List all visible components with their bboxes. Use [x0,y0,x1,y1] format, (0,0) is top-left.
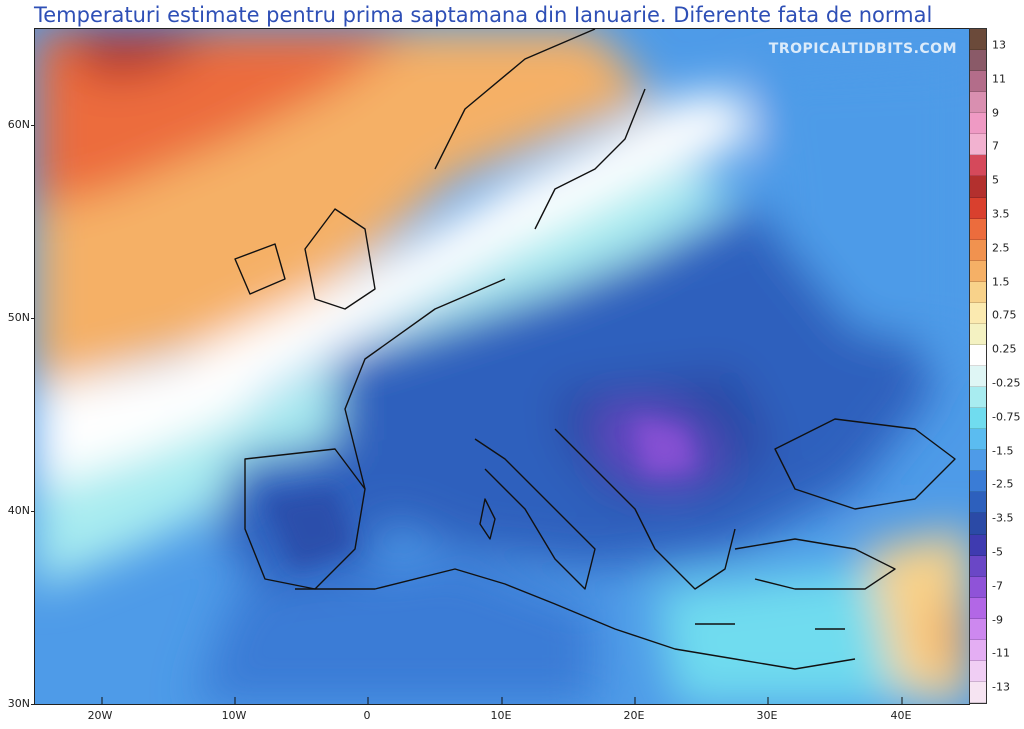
colorbar-cell [970,71,986,93]
colorbar-label: 13 [992,38,1006,52]
colorbar-label: 11 [992,72,1006,86]
colorbar [969,28,987,704]
chart-title: Temperaturi estimate pentru prima saptam… [34,3,933,27]
colorbar-label: -5 [992,545,1003,559]
colorbar-cell [970,134,986,156]
colorbar-label: 1.5 [992,275,1010,288]
watermark: TROPICALTIDBITS.COM [768,41,957,57]
colorbar-label: -0.25 [992,376,1021,390]
colorbar-label: -1.5 [992,444,1014,457]
lat-tick-50n: 50N [0,311,35,324]
colorbar-cell [970,197,986,219]
colorbar-cell [970,239,986,261]
anomaly-map [35,29,969,704]
colorbar-label: 0.75 [992,308,1017,322]
colorbar-cell [970,302,986,324]
colorbar-cell [970,660,986,682]
colorbar-cell [970,471,986,493]
colorbar-label: -3.5 [992,511,1014,525]
lat-tick-30n: 30N [0,697,35,710]
colorbar-label: 9 [992,106,999,119]
colorbar-cell [970,492,986,514]
colorbar-label: 5 [992,173,999,187]
colorbar-cell [970,92,986,114]
lon-tick-10e: 10E [490,709,512,722]
lat-tick-40n: 40N [0,504,35,517]
lon-tick-20w: 20W [87,709,113,722]
coastlines [234,29,956,670]
colorbar-cell [970,155,986,177]
colorbar-cell [970,639,986,661]
colorbar-cell [970,176,986,198]
colorbar-cell [970,534,986,556]
colorbar-cell [970,387,986,409]
map-panel: TROPICALTIDBITS.COM [34,28,970,705]
colorbar-cell [970,450,986,472]
lon-tick-20e: 20E [623,709,645,722]
colorbar-label: 2.5 [992,241,1010,255]
lon-tick-10w: 10W [221,709,247,722]
colorbar-cell [970,29,986,51]
colorbar-cell [970,323,986,345]
colorbar-label: 7 [992,139,999,153]
colorbar-label: -0.75 [992,410,1021,424]
colorbar-cell [970,618,986,640]
colorbar-cell [970,281,986,303]
colorbar-cell [970,597,986,619]
lat-tick-60n: 60N [0,118,35,131]
colorbar-label: -11 [992,646,1010,660]
colorbar-cell [970,555,986,577]
colorbar-label: -2.5 [992,477,1014,491]
colorbar-label: 3.5 [992,207,1010,221]
colorbar-labels: 13 11 9 7 5 3.5 2.5 1.5 0.75 0.25 -0.25 -0.75 -1.5 -2… [990,28,1024,704]
colorbar-label: 0.25 [992,342,1017,356]
colorbar-label: -13 [992,680,1010,694]
colorbar-cell [970,113,986,135]
lon-tick-30e: 30E [756,709,778,722]
colorbar-cell [970,366,986,388]
colorbar-cell [970,408,986,430]
colorbar-cell [970,260,986,282]
graticule-ticks [101,697,903,704]
colorbar-cell [970,681,986,703]
colorbar-cell [970,50,986,72]
colorbar-cell [970,513,986,535]
colorbar-cell [970,576,986,598]
lon-tick-40e: 40E [890,709,912,722]
colorbar-label: -7 [992,579,1003,593]
colorbar-cell [970,344,986,366]
colorbar-cell [970,429,986,451]
lon-tick-0: 0 [363,709,371,722]
colorbar-cell [970,218,986,240]
colorbar-label: -9 [992,613,1003,626]
